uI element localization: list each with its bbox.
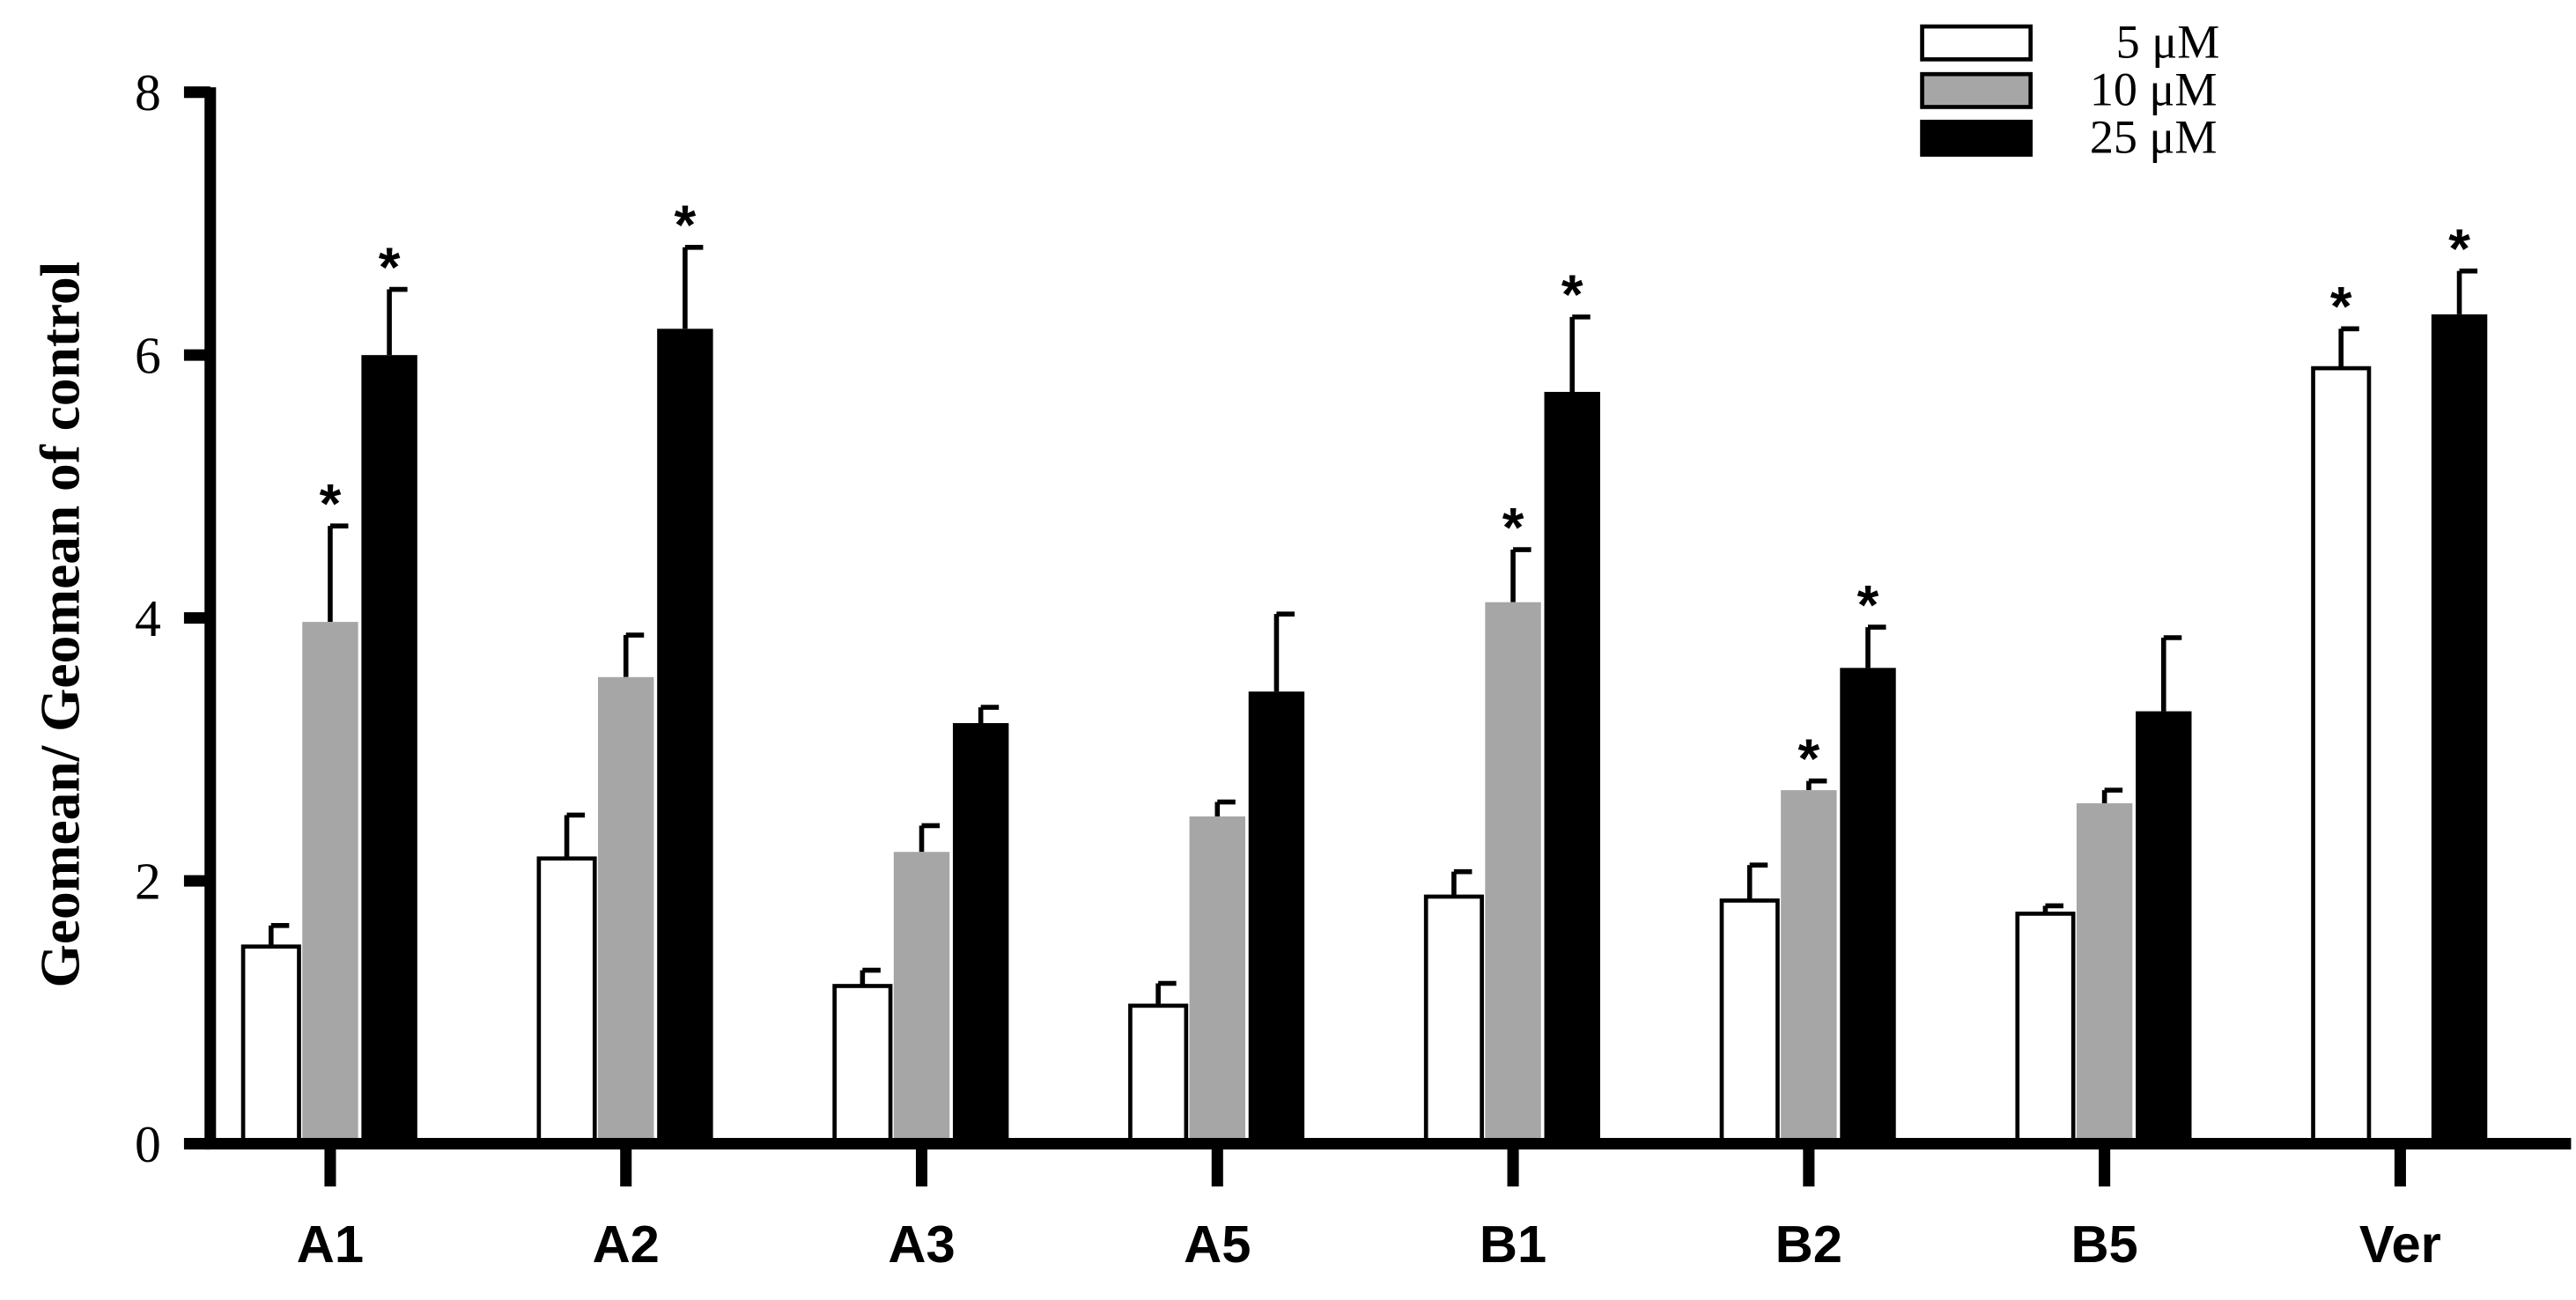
- bar: [1248, 691, 1305, 1144]
- error-bar: [623, 632, 645, 677]
- legend-label: 10 μM: [2090, 63, 2218, 116]
- bar: [240, 944, 301, 1146]
- error-bar: [1155, 980, 1177, 1006]
- bar: [361, 355, 417, 1144]
- legend-label: 25 μM: [2090, 111, 2218, 164]
- error-bar: [2456, 268, 2478, 314]
- y-tick-label: 6: [135, 327, 161, 385]
- bar: [536, 856, 597, 1146]
- error-bar: [2101, 787, 2123, 804]
- bar: [2431, 314, 2488, 1144]
- error-bar: [2160, 635, 2182, 712]
- y-tick-label: 2: [135, 853, 161, 911]
- bar: [952, 723, 1009, 1144]
- error-bar: [978, 705, 1000, 724]
- significance-mark: *: [1561, 264, 1583, 326]
- x-tick-label: A1: [297, 1215, 364, 1274]
- y-tick-label: 0: [135, 1115, 161, 1173]
- bar: [1781, 790, 1837, 1144]
- error-bar: [2338, 326, 2359, 369]
- bar: [2311, 366, 2372, 1146]
- bar: [2015, 912, 2076, 1146]
- x-tick-label: A2: [593, 1215, 660, 1274]
- x-tick-label: B2: [1775, 1215, 1842, 1274]
- bar: [2136, 711, 2192, 1144]
- error-bar: [1214, 799, 1236, 816]
- bar: [1423, 894, 1484, 1146]
- legend-label: 5 μM: [2116, 16, 2220, 69]
- error-bar: [268, 923, 290, 947]
- significance-mark: *: [320, 473, 342, 535]
- significance-mark: *: [2448, 218, 2470, 280]
- bar: [1128, 1003, 1189, 1146]
- error-bar: [1569, 314, 1591, 392]
- x-tick-label: B5: [2070, 1215, 2137, 1274]
- error-bar: [1510, 547, 1532, 602]
- bar: [657, 329, 713, 1144]
- error-bar: [683, 244, 704, 329]
- error-bar: [564, 812, 586, 859]
- bar: [1189, 816, 1245, 1144]
- significance-mark: *: [1502, 497, 1524, 558]
- bar: [302, 622, 358, 1144]
- error-bar: [387, 286, 408, 356]
- bar: [1719, 898, 1780, 1146]
- legend-swatch: [1920, 71, 2033, 109]
- y-tick-label: 4: [135, 589, 161, 647]
- error-bar: [919, 823, 941, 853]
- significance-mark: *: [1797, 728, 1819, 790]
- error-bar: [1865, 624, 1886, 668]
- error-bar: [1746, 862, 1768, 901]
- x-tick-label: A3: [888, 1215, 955, 1274]
- y-axis-title: Geomean/ Geomean of control: [29, 262, 92, 988]
- error-bar: [1806, 778, 1827, 791]
- error-bar: [328, 523, 349, 623]
- bar: [1544, 391, 1600, 1144]
- legend-swatch: [1920, 24, 2033, 62]
- y-tick-label: 8: [135, 63, 161, 122]
- error-bar: [1273, 611, 1295, 692]
- x-tick-label: A5: [1184, 1215, 1251, 1274]
- bar: [1485, 602, 1541, 1144]
- significance-mark: *: [379, 237, 401, 299]
- bar: [832, 984, 893, 1146]
- x-tick-label: B1: [1480, 1215, 1546, 1274]
- bar: [1840, 668, 1896, 1144]
- bar: [2076, 803, 2133, 1144]
- error-bar: [860, 967, 881, 986]
- significance-mark: *: [2330, 277, 2352, 338]
- legend-swatch: [1920, 119, 2033, 157]
- significance-mark: *: [675, 195, 697, 256]
- x-tick-label: Ver: [2359, 1215, 2441, 1274]
- bar: [893, 852, 950, 1144]
- error-bar: [1451, 868, 1473, 897]
- bar: [598, 676, 654, 1144]
- significance-mark: *: [1857, 574, 1879, 636]
